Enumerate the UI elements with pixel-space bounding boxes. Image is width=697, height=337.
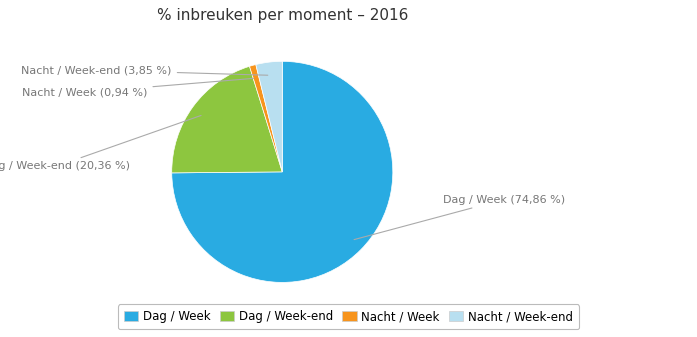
Wedge shape — [250, 65, 282, 172]
Legend: Dag / Week, Dag / Week-end, Nacht / Week, Nacht / Week-end: Dag / Week, Dag / Week-end, Nacht / Week… — [118, 304, 579, 329]
Wedge shape — [171, 61, 393, 282]
Wedge shape — [171, 66, 282, 173]
Wedge shape — [256, 61, 282, 172]
Title: % inbreuken per moment – 2016: % inbreuken per moment – 2016 — [157, 8, 408, 23]
Text: Nacht / Week-end (3,85 %): Nacht / Week-end (3,85 %) — [22, 65, 268, 75]
Text: Dag / Week (74,86 %): Dag / Week (74,86 %) — [354, 194, 565, 240]
Text: Dag / Week-end (20,36 %): Dag / Week-end (20,36 %) — [0, 116, 201, 171]
Text: Nacht / Week (0,94 %): Nacht / Week (0,94 %) — [22, 79, 254, 97]
